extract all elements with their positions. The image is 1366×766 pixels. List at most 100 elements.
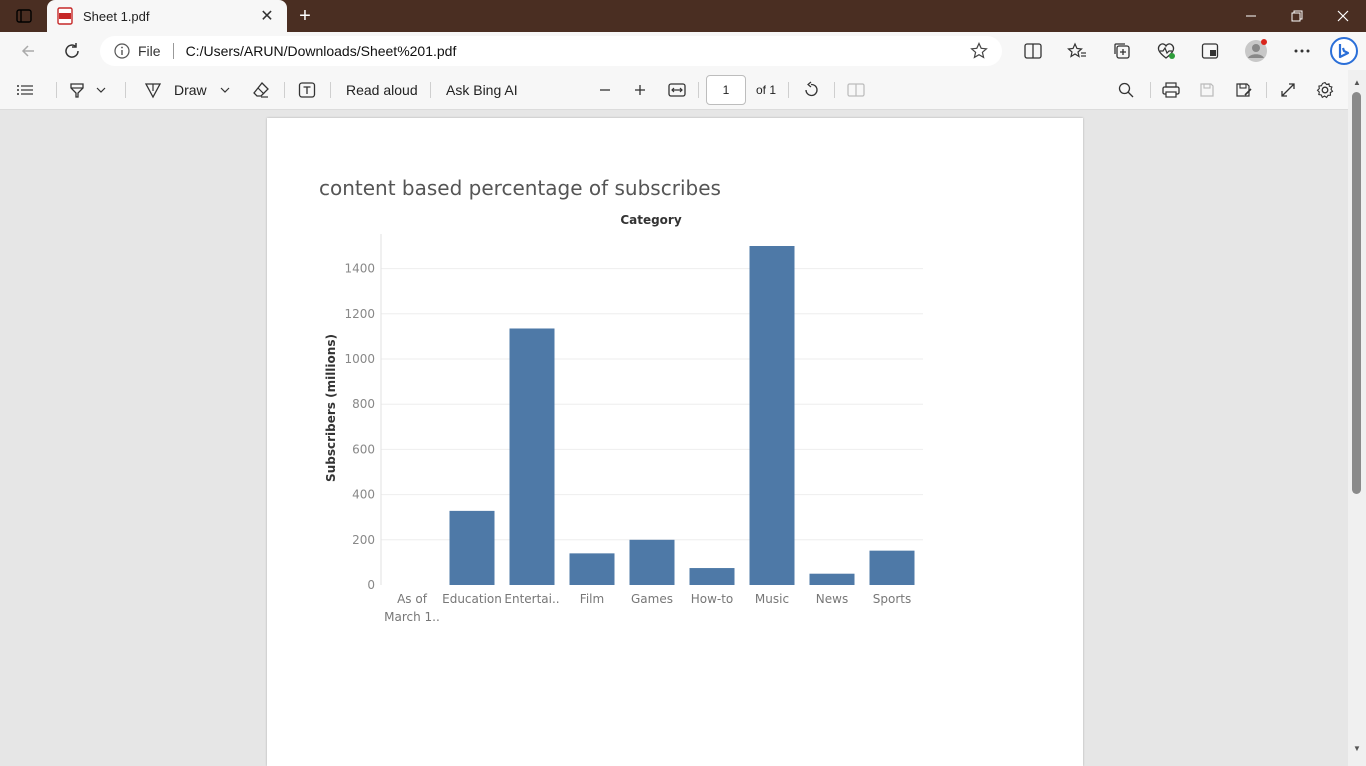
back-button[interactable] [14, 37, 42, 65]
bar-news [809, 573, 855, 585]
minimize-button[interactable] [1228, 0, 1274, 32]
x-tick-label: How-to [691, 592, 734, 606]
save-button[interactable] [1199, 78, 1215, 102]
close-icon [1337, 10, 1349, 22]
scroll-down-arrow-icon[interactable]: ▼ [1353, 744, 1361, 753]
ask-bing-button[interactable]: Ask Bing AI [446, 82, 518, 98]
rotate-icon [805, 81, 818, 97]
bar-entertai- [509, 328, 555, 585]
zoom-in-button[interactable] [633, 78, 647, 102]
split-screen-icon [1024, 43, 1042, 59]
toolbar-divider [430, 82, 431, 98]
search-button[interactable] [1118, 78, 1134, 102]
bar-music [749, 246, 795, 585]
page-view-icon [847, 83, 865, 97]
pen-icon [144, 83, 162, 99]
fit-width-icon [668, 83, 686, 97]
bing-icon [1330, 37, 1358, 65]
more-dots-icon [1294, 49, 1310, 53]
rotate-button[interactable] [802, 78, 820, 102]
draw-label: Draw [174, 82, 207, 98]
toolbar-divider [834, 82, 835, 98]
y-tick-label: 200 [352, 533, 375, 547]
zoom-out-button[interactable] [598, 78, 612, 102]
pdf-viewer[interactable]: content based percentage of subscribes C… [0, 110, 1348, 766]
settings-button[interactable] [1316, 78, 1334, 102]
text-box-icon [298, 82, 316, 98]
more-menu-button[interactable] [1288, 37, 1316, 65]
draw-options-dropdown[interactable] [220, 78, 230, 102]
bing-copilot-button[interactable] [1328, 35, 1360, 67]
refresh-button[interactable] [58, 37, 86, 65]
avatar-icon [1245, 39, 1267, 62]
toolbar-divider [125, 82, 126, 98]
collections-button[interactable] [1108, 37, 1136, 65]
draw-button[interactable]: Draw [144, 78, 207, 102]
minimize-icon [1246, 15, 1256, 17]
save-as-button[interactable] [1235, 78, 1253, 102]
browser-essentials-button[interactable] [1152, 37, 1180, 65]
page-count-label: of 1 [756, 83, 777, 97]
tab-sheet1[interactable]: Sheet 1.pdf ✕ [47, 0, 287, 32]
profile-button[interactable] [1242, 37, 1270, 65]
bar-film [569, 553, 615, 585]
add-text-button[interactable] [298, 78, 316, 102]
table-of-contents-button[interactable] [16, 78, 34, 102]
pdf-page: content based percentage of subscribes C… [267, 118, 1083, 766]
toolbar-divider [284, 82, 285, 98]
url-text[interactable]: C:/Users/ARUN/Downloads/Sheet%201.pdf [185, 43, 457, 59]
x-tick-label: Film [580, 592, 604, 606]
page-number-input[interactable]: 1 [706, 75, 746, 105]
erase-button[interactable] [252, 78, 270, 102]
scroll-up-arrow-icon[interactable]: ▲ [1353, 78, 1361, 87]
fullscreen-button[interactable] [1280, 78, 1296, 102]
tab-actions-icon [16, 9, 32, 23]
bar-chart: Category 0 200 400 600 800 1000 1200 1400 Subscri… [324, 213, 923, 624]
chevron-down-icon [96, 87, 106, 93]
toolbar-divider [56, 82, 57, 98]
address-input[interactable]: File C:/Users/ARUN/Downloads/Sheet%201.p… [100, 36, 1002, 66]
close-tab-icon[interactable]: ✕ [260, 8, 274, 25]
scroll-thumb[interactable] [1352, 92, 1361, 494]
favorites-button[interactable] [1063, 37, 1091, 65]
highlight-button[interactable] [68, 78, 86, 102]
address-bar: File C:/Users/ARUN/Downloads/Sheet%201.p… [0, 32, 1366, 70]
toolbar-divider [330, 82, 331, 98]
workspaces-icon [1201, 43, 1219, 59]
minus-icon [600, 89, 610, 91]
highlight-options-dropdown[interactable] [96, 78, 106, 102]
fit-to-width-button[interactable] [668, 78, 686, 102]
x-tick-label: News [816, 592, 848, 606]
y-tick-label: 1200 [344, 307, 375, 321]
info-icon[interactable] [114, 43, 130, 59]
vertical-scrollbar[interactable]: ▲ ▼ [1348, 70, 1366, 766]
column-header: Category [620, 213, 682, 227]
read-aloud-button[interactable]: Read aloud [346, 82, 418, 98]
chart-title: content based percentage of subscribes [319, 176, 721, 200]
tab-actions-button[interactable] [8, 4, 40, 28]
page-view-button[interactable] [847, 78, 865, 102]
pdf-file-icon [57, 7, 73, 25]
restore-button[interactable] [1274, 0, 1320, 32]
divider [172, 43, 174, 59]
heart-pulse-icon [1157, 43, 1175, 59]
y-axis-label: Subscribers (millions) [324, 334, 338, 482]
close-window-button[interactable] [1320, 0, 1366, 32]
eraser-icon [253, 82, 269, 98]
search-icon [1118, 82, 1134, 98]
title-bar: Sheet 1.pdf ✕ + [0, 0, 1366, 32]
refresh-icon [65, 43, 79, 58]
pdf-toolbar: Draw Read aloud Ask Bing AI 1 of 1 [0, 70, 1366, 110]
x-tick-label: Games [631, 592, 673, 606]
favorite-star-icon[interactable] [970, 42, 988, 60]
print-button[interactable] [1162, 78, 1180, 102]
highlighter-icon [70, 83, 84, 98]
workspaces-button[interactable] [1196, 37, 1224, 65]
split-screen-button[interactable] [1019, 37, 1047, 65]
x-tick-label: Music [755, 592, 789, 606]
new-tab-button[interactable]: + [299, 4, 311, 27]
bar-education [449, 510, 495, 585]
x-tick-label: Entertai.. [504, 592, 559, 606]
printer-icon [1162, 82, 1180, 98]
bar-games [629, 539, 675, 585]
